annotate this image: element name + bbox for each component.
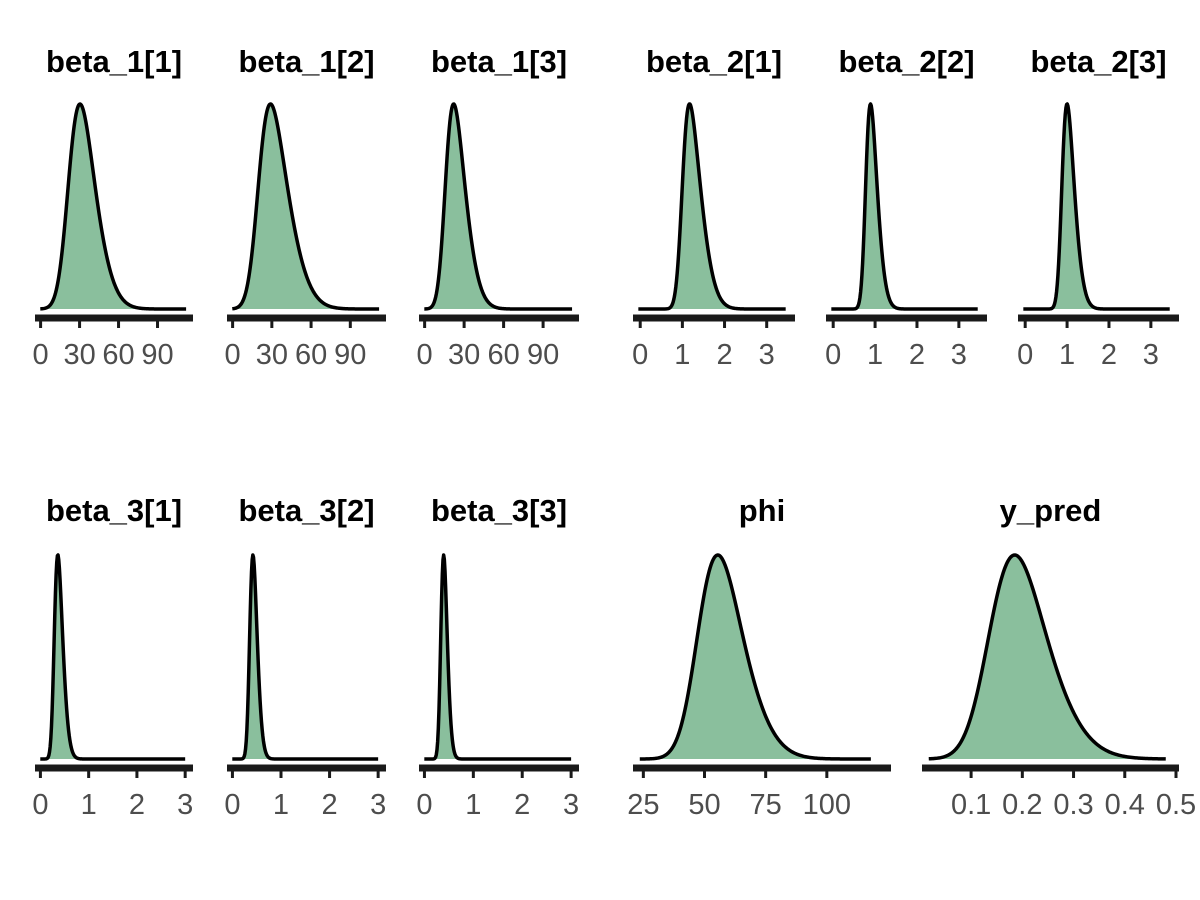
density-line [423,102,574,311]
density-area [232,104,380,309]
x-tick-label: 30 [63,339,95,371]
x-tick-label: 0 [632,339,648,371]
density-area [1023,104,1170,309]
panel-2: beta_1[2] 0 30 60 90 [225,44,386,371]
x-tick-label: 1 [81,789,97,821]
panel-title: beta_1[2] [238,44,374,79]
x-tick-label: 0.1 [951,789,991,821]
panel-8: beta_3[2] 0 1 2 3 [224,493,386,821]
x-tick-label: 1 [1059,339,1075,371]
panel-title: beta_2[2] [838,44,974,79]
density-line [830,102,979,311]
x-tick-label: 2 [514,789,530,821]
x-tick-label: 0.5 [1156,789,1196,821]
x-tick-label: 25 [627,789,659,821]
x-tick-label: 0.2 [1002,789,1042,821]
panel-title: beta_3[1] [46,493,182,528]
x-tick-label: 75 [750,789,782,821]
density-line [639,553,872,761]
density-line [928,553,1167,761]
panel-9: beta_3[3] 0 1 2 3 [416,493,579,821]
density-area [639,555,871,759]
x-tick-label: 2 [909,339,925,371]
density-line [423,553,573,761]
panel-4: beta_2[1] 0 1 2 3 [632,44,795,371]
panel-7: beta_3[1] 0 1 2 3 [32,493,193,821]
x-tick-label: 50 [688,789,720,821]
panel-10: phi 25 50 75 100 [627,493,891,821]
density-area [40,104,187,309]
x-tick-label: 3 [563,789,579,821]
x-tick-label: 0 [416,789,432,821]
x-tick-label: 0 [1017,339,1033,371]
panel-3: beta_1[3] 0 30 60 90 [417,44,579,371]
x-tick-label: 0.4 [1105,789,1145,821]
panel-title: phi [739,493,786,528]
x-tick-label: 60 [102,339,134,371]
x-tick-label: 0 [33,339,49,371]
panel-title: beta_3[3] [431,493,567,528]
x-tick-label: 30 [448,339,480,371]
density-area [424,104,573,309]
density-line [231,553,380,761]
density-area [831,104,978,309]
density-line [637,102,787,311]
panel-6: beta_2[3] 0 1 2 3 [1017,44,1179,371]
x-tick-label: 3 [759,339,775,371]
density-line [39,553,187,761]
x-tick-label: 0 [224,789,240,821]
panel-title: y_pred [1000,493,1102,528]
x-tick-label: 3 [177,789,193,821]
x-tick-label: 3 [370,789,386,821]
density-area [928,555,1166,759]
panel-title: beta_1[1] [46,44,182,79]
x-tick-label: 90 [141,339,173,371]
x-tick-label: 3 [951,339,967,371]
x-tick-label: 1 [867,339,883,371]
x-tick-label: 100 [803,789,851,821]
panel-5: beta_2[2] 0 1 2 3 [825,44,987,371]
density-line [39,102,188,311]
x-tick-label: 3 [1143,339,1159,371]
x-tick-label: 0 [225,339,241,371]
density-area [40,555,186,759]
density-line [231,102,381,311]
x-tick-label: 1 [674,339,690,371]
x-tick-label: 2 [322,789,338,821]
x-tick-label: 0 [32,789,48,821]
x-tick-label: 0.3 [1053,789,1093,821]
x-tick-label: 1 [465,789,481,821]
panel-title: beta_3[2] [238,493,374,528]
x-tick-label: 90 [527,339,559,371]
panel-title: beta_2[3] [1030,44,1166,79]
x-tick-label: 2 [1101,339,1117,371]
x-tick-label: 0 [825,339,841,371]
panel-title: beta_2[1] [646,44,782,79]
panel-1: beta_1[1] 0 30 60 90 [33,44,193,371]
x-tick-label: 2 [716,339,732,371]
x-tick-label: 30 [256,339,288,371]
x-tick-label: 60 [487,339,519,371]
x-tick-label: 60 [295,339,327,371]
density-line [1022,102,1171,311]
x-tick-label: 0 [417,339,433,371]
x-tick-label: 90 [334,339,366,371]
x-tick-label: 2 [129,789,145,821]
x-tick-label: 1 [273,789,289,821]
panel-11: y_pred 0.1 0.2 0.3 0.4 0.5 [922,493,1196,821]
panel-title: beta_1[3] [431,44,567,79]
